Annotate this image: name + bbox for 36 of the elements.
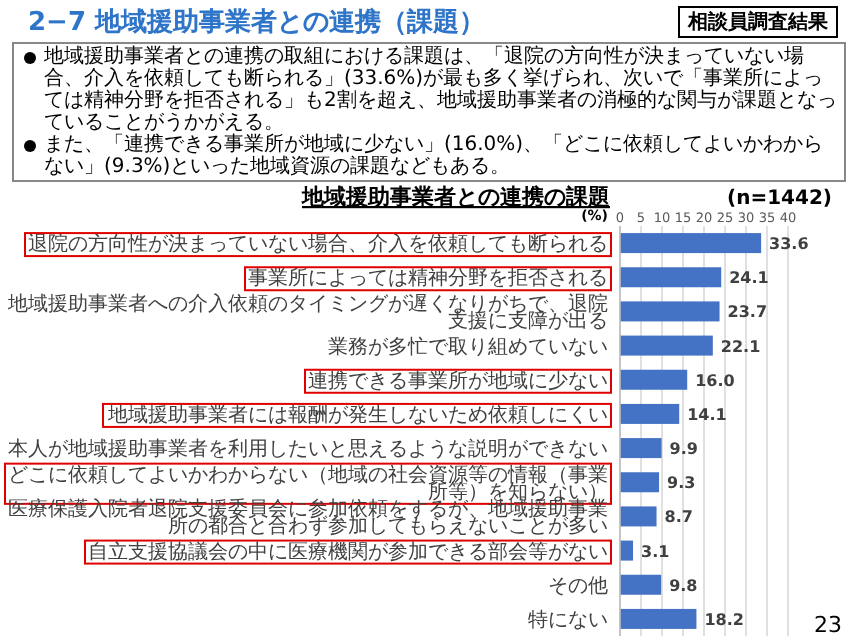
text: (n=1442)	[727, 188, 832, 210]
bar	[620, 267, 722, 288]
bar	[620, 438, 662, 459]
text: 地域援助事業者との連携の取組における課題は、「退院の方向性が決まっていない場合、介入を依頼しても断られる」(33.6%)が最も多く挙げられ、次いで「事業所によっては精神分野を拒否される」も2割を超え、地域援助事業者の消極的な関与が課題となっていることがうかがえる。	[44, 46, 837, 134]
bar	[620, 335, 713, 356]
data-label: 16.0	[695, 371, 736, 390]
bar	[620, 403, 680, 424]
bar	[620, 369, 688, 390]
bar	[620, 608, 697, 629]
bar	[620, 233, 762, 254]
y-tick-label: 特にない	[528, 607, 608, 632]
text: 23	[814, 612, 842, 638]
y-tick-label: その他	[548, 573, 608, 598]
data-label: 24.1	[729, 269, 770, 288]
data-label: 9.9	[669, 440, 699, 459]
y-tick-label: 本人が地域援助事業者を利用したいと思えるような説明ができない	[8, 437, 608, 462]
bar	[620, 506, 657, 527]
data-label: 3.1	[641, 542, 671, 561]
data-label: 9.8	[669, 576, 699, 595]
title: 2−7 地域援助事業者との連携（課題）	[28, 5, 486, 40]
data-label: 8.7	[664, 508, 693, 527]
data-label: 22.1	[720, 337, 762, 356]
bar	[620, 540, 634, 561]
bar	[620, 574, 662, 595]
data-label: 33.6	[769, 235, 810, 254]
data-label: 9.3	[667, 474, 696, 493]
y-tick-label: 地域援助事業者への介入依頼のタイミングが遅くなりがちで、退院支援に支障が出る	[6, 291, 608, 334]
y-tick-label: 業務が多忙で取り組めていない	[328, 334, 608, 359]
annotation: 相談員調査結果	[678, 6, 838, 38]
data-label: 23.7	[727, 303, 768, 322]
bar	[620, 301, 720, 322]
data-label: 14.1	[687, 405, 728, 424]
text: また、「連携できる事業所が地域に少ない」(16.0%)、「どこに依頼してよいかわからない」(9.3%)といった地域資源の課題などもある。	[44, 134, 824, 178]
data-label: 18.2	[704, 610, 744, 629]
text: 地域援助事業者との連携の課題	[300, 184, 610, 210]
bar	[620, 472, 660, 493]
